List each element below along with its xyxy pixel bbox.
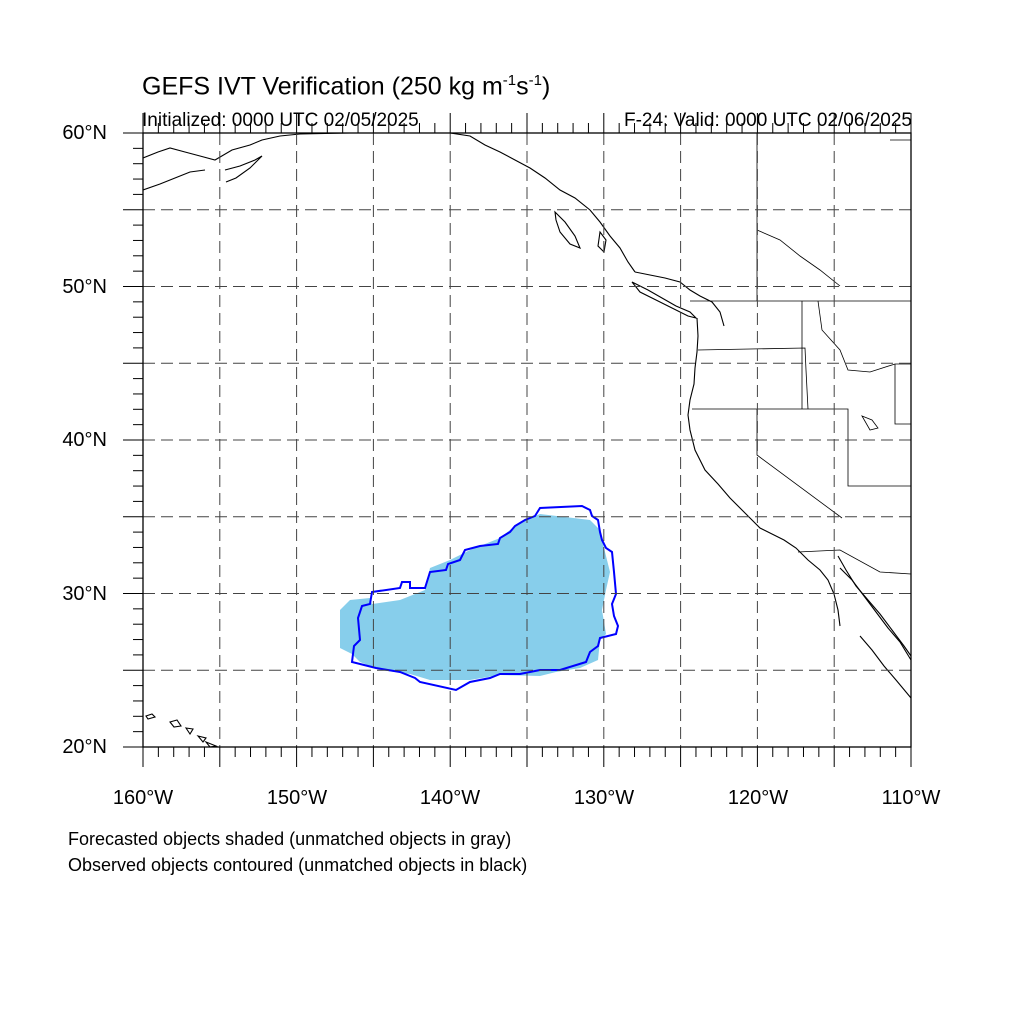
graticule [143, 133, 911, 747]
lat-label-20n: 20°N [62, 736, 107, 758]
coastlines [143, 133, 911, 747]
forecast-object-fill [340, 514, 610, 680]
initialized-label: Initialized: 0000 UTC 02/05/2025 [142, 110, 419, 131]
lat-label-40n: 40°N [62, 429, 107, 451]
observed-note: Observed objects contoured (unmatched ob… [68, 855, 528, 875]
lon-label-150w: 150°W [266, 787, 328, 809]
axis-ticks [123, 113, 912, 767]
map-frame [142, 132, 912, 748]
legend-notes: Forecasted objects shaded (unmatched obj… [68, 826, 527, 878]
lon-label-110w: 110°W [881, 787, 941, 809]
map-title: GEFS IVT Verification (250 kg m-1s-1) [142, 72, 551, 101]
lat-label-30n: 30°N [62, 583, 107, 605]
lon-label-120w: 120°W [727, 787, 789, 809]
lat-label-60n: 60°N [62, 122, 107, 144]
lon-label-130w: 130°W [573, 787, 635, 809]
lon-label-160w: 160°W [112, 787, 174, 809]
lat-label-50n: 50°N [62, 276, 107, 298]
lon-label-140w: 140°W [419, 787, 481, 809]
observed-object-contour [350, 504, 620, 692]
forecast-note: Forecasted objects shaded (unmatched obj… [68, 829, 512, 849]
